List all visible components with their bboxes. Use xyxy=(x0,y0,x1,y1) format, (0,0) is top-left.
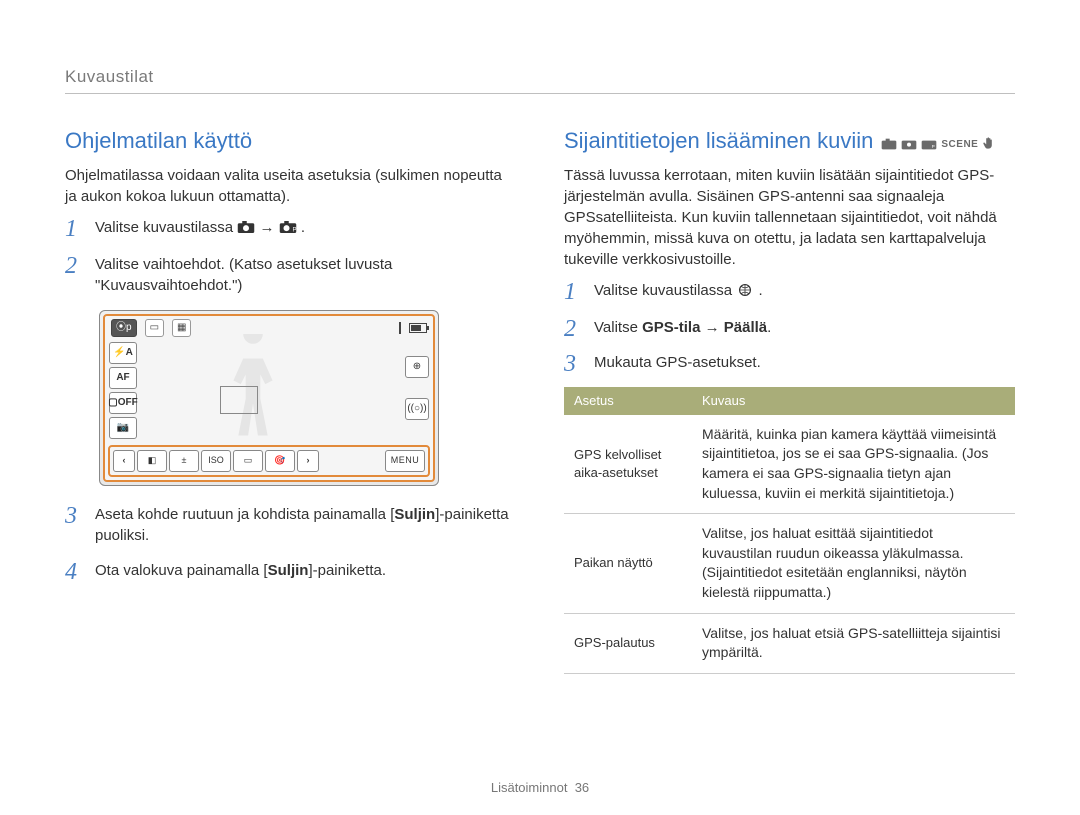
mode-scene-label: SCENE xyxy=(941,138,978,152)
right-column: Sijaintitietojen lisääminen kuviin P SCE… xyxy=(564,126,1015,674)
top-chip-3: ▦ xyxy=(172,319,191,337)
cell-setting: Paikan näyttö xyxy=(564,514,692,613)
screen-left-icons: ⚡A AF ▢OFF 📷 xyxy=(109,342,137,439)
step3-bold: Suljin xyxy=(394,506,435,523)
right-heading: Sijaintitietojen lisääminen kuviin xyxy=(564,126,873,157)
svg-text:P: P xyxy=(932,144,935,149)
r-step2-bold: GPS-tila xyxy=(642,319,700,336)
af-icon[interactable]: AF xyxy=(109,367,137,389)
mode-icon-1 xyxy=(881,135,897,156)
bb-icon-5[interactable]: 🎯 xyxy=(265,450,295,472)
th-setting: Asetus xyxy=(564,387,692,415)
r-step2-a: Valitse xyxy=(594,319,642,336)
indicator-icon xyxy=(399,322,401,334)
r-step2-b: → xyxy=(700,319,723,336)
cell-desc: Valitse, jos haluat esittää sijaintitied… xyxy=(692,514,1015,613)
th-desc: Kuvaus xyxy=(692,387,1015,415)
bb-icon-2[interactable]: ± xyxy=(169,450,199,472)
left-step-3: Aseta kohde ruutuun ja kohdista painamal… xyxy=(65,504,516,546)
footer-page: 36 xyxy=(575,780,589,795)
table-row: GPS-palautus Valitse, jos haluat etsiä G… xyxy=(564,613,1015,673)
page-footer: Lisätoiminnot 36 xyxy=(0,779,1080,797)
mode-hand-icon xyxy=(982,135,996,156)
step4-bold: Suljin xyxy=(268,562,309,579)
heading-mode-icons: P SCENE xyxy=(881,135,996,156)
bb-icon-4[interactable]: ▭ xyxy=(233,450,263,472)
left-step-4: Ota valokuva painamalla [Suljin]-painike… xyxy=(65,560,516,581)
camera-screen-figure: ⦿p ▭ ▦ ⚡A AF ▢OFF 📷 ⊕ xyxy=(99,310,516,486)
svg-text:P: P xyxy=(292,227,296,233)
right-step-1: Valitse kuvaustilassa . xyxy=(564,280,1015,303)
mode-icon-2 xyxy=(901,135,917,156)
right-step-3: Mukauta GPS-asetukset. xyxy=(564,352,1015,373)
camera-icon xyxy=(237,219,255,240)
right-step-2: Valitse GPS-tila → Päällä. xyxy=(564,317,1015,338)
timer-off-icon[interactable]: ▢OFF xyxy=(109,392,137,414)
left-intro: Ohjelmatilassa voidaan valita useita ase… xyxy=(65,165,516,207)
sound-icon[interactable]: ((○)) xyxy=(405,398,429,420)
step4-b: ]-painiketta. xyxy=(308,562,386,579)
camera-p-icon: P xyxy=(279,219,297,240)
cell-setting: GPS kelvolliset aika-asetukset xyxy=(564,415,692,514)
r-step2-bold2: Päällä xyxy=(724,319,767,336)
table-row: Paikan näyttö Valitse, jos haluat esittä… xyxy=(564,514,1015,613)
bb-icon-1[interactable]: ◧ xyxy=(137,450,167,472)
r-step2-c: . xyxy=(767,319,771,336)
step1-arrow: → xyxy=(259,219,278,236)
flash-auto-icon[interactable]: ⚡A xyxy=(109,342,137,364)
screen-bottombar: ‹ ◧ ± ISO ▭ 🎯 › MENU xyxy=(108,445,430,477)
cell-desc: Määritä, kuinka pian kamera käyttää viim… xyxy=(692,415,1015,514)
breadcrumb: Kuvaustilat xyxy=(65,65,1015,94)
step1-text-a: Valitse kuvaustilassa xyxy=(95,219,237,236)
cell-desc: Valitse, jos haluat etsiä GPS-satelliitt… xyxy=(692,613,1015,673)
gps-target-icon[interactable]: ⊕ xyxy=(405,356,429,378)
r-step1-a: Valitse kuvaustilassa xyxy=(594,282,736,299)
nav-prev-icon[interactable]: ‹ xyxy=(113,450,135,472)
bb-icon-3[interactable]: ISO xyxy=(201,450,231,472)
gps-settings-table: Asetus Kuvaus GPS kelvolliset aika-asetu… xyxy=(564,387,1015,674)
table-row: GPS kelvolliset aika-asetukset Määritä, … xyxy=(564,415,1015,514)
top-chip-2: ▭ xyxy=(145,319,164,337)
step3-a: Aseta kohde ruutuun ja kohdista painamal… xyxy=(95,506,394,523)
screen-right-icons: ⊕ ((○)) xyxy=(405,356,429,420)
footer-label: Lisätoiminnot xyxy=(491,780,568,795)
shot-mode-icon[interactable]: 📷 xyxy=(109,417,137,439)
focus-box xyxy=(220,386,258,414)
step4-a: Ota valokuva painamalla [ xyxy=(95,562,268,579)
left-step-1: Valitse kuvaustilassa → P . xyxy=(65,217,516,240)
step1-text-c: . xyxy=(301,219,305,236)
left-heading: Ohjelmatilan käyttö xyxy=(65,126,516,157)
cell-setting: GPS-palautus xyxy=(564,613,692,673)
menu-button[interactable]: MENU xyxy=(385,450,425,472)
left-step-2: Valitse vaihtoehdot. (Katso asetukset lu… xyxy=(65,254,516,296)
left-column: Ohjelmatilan käyttö Ohjelmatilassa voida… xyxy=(65,126,516,674)
right-intro: Tässä luvussa kerrotaan, miten kuviin li… xyxy=(564,165,1015,270)
mode-chip: ⦿p xyxy=(111,319,137,337)
r-step1-b: . xyxy=(758,282,762,299)
battery-icon xyxy=(409,323,427,333)
gps-globe-icon xyxy=(736,282,754,303)
mode-icon-3: P xyxy=(921,135,937,156)
nav-next-icon[interactable]: › xyxy=(297,450,319,472)
